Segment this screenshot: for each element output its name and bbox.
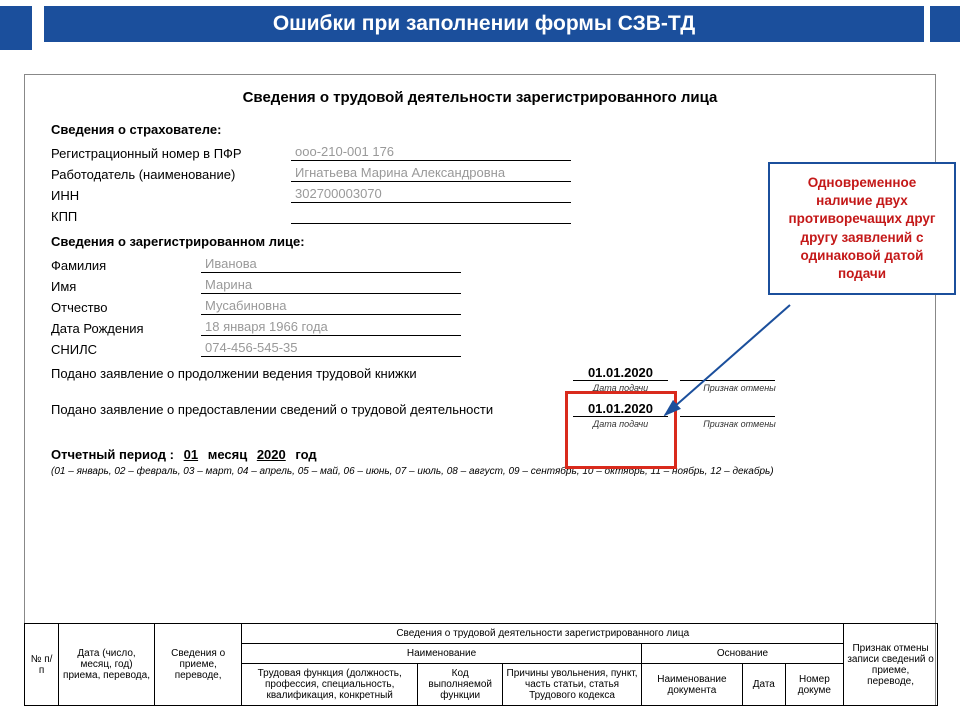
col-docnum: Номер докуме: [785, 664, 844, 706]
stmt1-cancel: [680, 365, 775, 381]
kpp-value: [291, 222, 571, 224]
col-cancel: Признак отмены записи сведений о приеме,…: [844, 624, 938, 706]
period-line: Отчетный период : 01 месяц 2020 год: [51, 447, 909, 462]
employer-label: Работодатель (наименование): [51, 167, 291, 182]
col-event: Сведения о приеме, переводе,: [154, 624, 241, 706]
months-note: (01 – январь, 02 – февраль, 03 – март, 0…: [51, 466, 909, 477]
dob-label: Дата Рождения: [51, 321, 201, 336]
header-title: Ошибки при заполнении формы СЗВ-ТД: [273, 12, 695, 36]
header-accent-left: [0, 6, 32, 50]
col-docname: Наименование документа: [641, 664, 742, 706]
fam-label: Фамилия: [51, 258, 201, 273]
col-code: Код выполняемой функции: [418, 664, 503, 706]
col-num: № п/п: [25, 624, 59, 706]
stmt2-date-sub: Дата подачи: [573, 419, 668, 429]
col-date: Дата (число, месяц, год) приема, перевод…: [59, 624, 155, 706]
stmt2-date: 01.01.2020: [573, 401, 668, 417]
slide-header: Ошибки при заполнении формы СЗВ-ТД: [0, 6, 960, 50]
group-name: Наименование: [242, 644, 641, 664]
header-main: Ошибки при заполнении формы СЗВ-ТД: [44, 6, 924, 42]
period-month-lbl: месяц: [208, 447, 247, 462]
period-year-lbl: год: [295, 447, 316, 462]
col-reason: Причины увольнения, пункт, часть статьи,…: [503, 664, 641, 706]
activity-table: № п/п Дата (число, месяц, год) приема, п…: [24, 623, 938, 706]
stmt2-cancel: [680, 401, 775, 417]
group-basis: Основание: [641, 644, 843, 664]
doc-title: Сведения о трудовой деятельности зарегис…: [51, 89, 909, 106]
callout-text: Одновременное наличие двух противоречащи…: [788, 175, 935, 281]
reg-num-label: Регистрационный номер в ПФР: [51, 146, 291, 161]
inn-label: ИНН: [51, 188, 291, 203]
col-docdate: Дата: [742, 664, 785, 706]
inn-value: 302700003070: [291, 186, 571, 203]
col-func: Трудовая функция (должность, профессия, …: [242, 664, 418, 706]
insurer-heading: Сведения о страхователе:: [51, 122, 909, 137]
reg-num-value: ооо-210-001 176: [291, 144, 571, 161]
patr-value: Мусабиновна: [201, 298, 461, 315]
fam-value: Иванова: [201, 256, 461, 273]
stmt2-label: Подано заявление о предоставлении сведен…: [51, 402, 561, 417]
kpp-label: КПП: [51, 209, 291, 224]
employer-value: Игнатьева Марина Александровна: [291, 165, 571, 182]
period-year: 2020: [251, 447, 292, 462]
dob-value: 18 января 1966 года: [201, 319, 461, 336]
name-value: Марина: [201, 277, 461, 294]
stmt1-cancel-sub: Признак отмены: [692, 383, 787, 393]
snils-value: 074-456-545-35: [201, 340, 461, 357]
stmt1-date: 01.01.2020: [573, 365, 668, 381]
patr-label: Отчество: [51, 300, 201, 315]
stmt1-date-sub: Дата подачи: [573, 383, 668, 393]
period-month: 01: [178, 447, 204, 462]
name-label: Имя: [51, 279, 201, 294]
stmt2-cancel-sub: Признак отмены: [692, 419, 787, 429]
period-prefix: Отчетный период :: [51, 447, 174, 462]
col-top-span: Сведения о трудовой деятельности зарегис…: [242, 624, 844, 644]
snils-label: СНИЛС: [51, 342, 201, 357]
error-callout: Одновременное наличие двух противоречащи…: [768, 162, 956, 295]
stmt1-label: Подано заявление о продолжении ведения т…: [51, 366, 561, 381]
header-accent-right: [930, 6, 960, 42]
